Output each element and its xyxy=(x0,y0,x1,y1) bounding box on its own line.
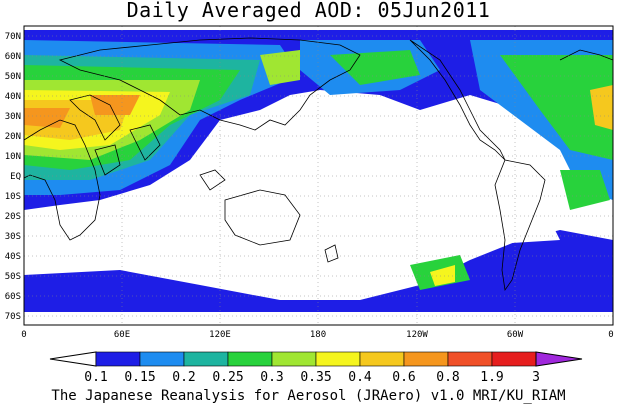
colorbar-segment xyxy=(447,351,493,367)
colorbar-segment xyxy=(183,351,229,367)
colorbar-level-label: 1.9 xyxy=(480,370,503,385)
colorbar-level-label: 0.6 xyxy=(392,370,415,385)
colorbar-level-label: 0.1 xyxy=(84,370,107,385)
colorbar-segment xyxy=(315,351,361,367)
lat-tick-label: 50N xyxy=(5,72,21,82)
lat-axis: 70N 60N 50N 40N 30N 20N 10N EQ 10S 20S 3… xyxy=(5,32,21,322)
lat-tick-label: 10S xyxy=(5,192,21,202)
lat-tick-label: 30S xyxy=(5,232,21,242)
lon-axis: 0 60E 120E 180 120W 60W 0 xyxy=(21,330,613,340)
lat-tick-label: EQ xyxy=(10,172,21,182)
lon-tick-label: 120E xyxy=(209,330,231,340)
colorbar: 0.1 0.15 0.2 0.25 0.3 0.35 0.4 0.6 0.8 1.9 3 xyxy=(49,351,583,385)
colorbar-segment xyxy=(271,351,317,367)
lat-tick-label: 10N xyxy=(5,152,21,162)
lon-tick-label: 60W xyxy=(507,330,524,340)
lat-tick-label: 50S xyxy=(5,272,21,282)
colorbar-level-label: 0.8 xyxy=(436,370,459,385)
lat-tick-label: 70N xyxy=(5,32,21,42)
footer-credit: The Japanese Reanalysis for Aerosol (JRA… xyxy=(51,388,566,404)
colorbar-segment xyxy=(227,351,273,367)
lat-tick-label: 20S xyxy=(5,212,21,222)
colorbar-level-label: 0.2 xyxy=(172,370,195,385)
colorbar-level-label: 0.35 xyxy=(300,370,331,385)
colorbar-low-triangle xyxy=(49,351,97,367)
lat-tick-label: 60S xyxy=(5,292,21,302)
colorbar-level-label: 0.3 xyxy=(260,370,283,385)
lon-tick-label: 120W xyxy=(406,330,428,340)
aod-field xyxy=(24,30,613,312)
colorbar-level-label: 0.4 xyxy=(348,370,372,385)
coastlines xyxy=(24,37,613,292)
lon-tick-label: 180 xyxy=(310,330,326,340)
lon-tick-label: 0 xyxy=(21,330,26,340)
lat-tick-label: 20N xyxy=(5,132,21,142)
lat-tick-label: 70S xyxy=(5,312,21,322)
colorbar-level-label: 0.15 xyxy=(124,370,155,385)
lat-tick-label: 40S xyxy=(5,252,21,262)
colorbar-high-triangle xyxy=(535,351,583,367)
colorbar-level-label: 3 xyxy=(532,370,540,385)
lat-tick-label: 30N xyxy=(5,112,21,122)
map-frame xyxy=(23,25,614,326)
lat-tick-label: 60N xyxy=(5,52,21,62)
colorbar-segment xyxy=(491,351,537,367)
colorbar-segment xyxy=(139,351,185,367)
map-title: Daily Averaged AOD: 05Jun2011 xyxy=(126,0,491,22)
lat-tick-label: 40N xyxy=(5,92,21,102)
colorbar-level-label: 0.25 xyxy=(212,370,243,385)
colorbar-segment xyxy=(403,351,449,367)
lon-tick-label: 60E xyxy=(114,330,130,340)
colorbar-segment xyxy=(95,351,141,367)
colorbar-segment xyxy=(359,351,405,367)
lon-tick-label: 0 xyxy=(608,330,613,340)
